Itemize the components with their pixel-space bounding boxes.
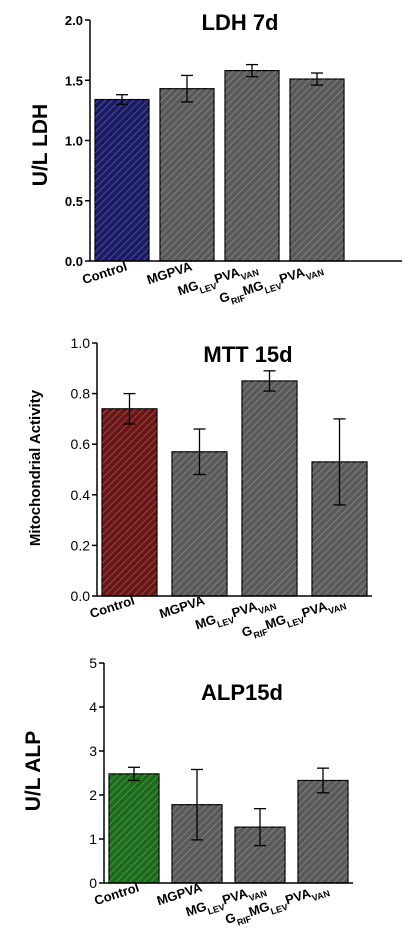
panel-alp-axes <box>103 663 353 884</box>
ldh-y-tick-label: 2.0 <box>65 13 83 28</box>
mtt-category-label-grif-mglev-pvavan: GRIFMGLEVPVAVAN <box>240 593 348 644</box>
mtt-y-tick-label: 0.2 <box>71 537 91 553</box>
mtt-y-tick-label: 0.8 <box>71 386 91 402</box>
panel-alp-title: ALP15d <box>201 680 283 705</box>
alp-y-tick-label: 0 <box>89 875 97 891</box>
mtt-bar-hatch-mglev-pvavan <box>242 380 297 596</box>
ldh-bar-hatch-mglev-pvavan <box>225 70 279 261</box>
alp-y-tick-label: 2 <box>89 787 97 803</box>
panel-alp-error-bars <box>128 766 329 847</box>
panel-ldh-y-ticks: 0.0 0.5 1.0 1.5 2.0 <box>65 13 90 269</box>
panel-mtt-bars <box>101 380 368 597</box>
ldh-bar-hatch-control <box>95 99 149 261</box>
ldh-category-label-control: Control <box>80 259 129 288</box>
panel-ldh-bars <box>94 70 345 262</box>
ldh-y-tick-label: 0.0 <box>65 254 83 269</box>
ldh-y-tick-label: 1.0 <box>65 134 83 149</box>
mtt-bar-hatch-control <box>102 408 157 596</box>
mtt-y-tick-label: 0.6 <box>71 436 91 452</box>
ldh-bar-hatch-mgpva <box>160 88 214 261</box>
panel-ldh: LDH 7d U/L LDH 0.0 0.5 1.0 1.5 2.0 Control MG… <box>29 10 402 307</box>
panel-ldh-axes <box>89 20 402 262</box>
panel-mtt-y-ticks: 0.0 0.2 0.4 0.6 0.8 1.0 <box>71 335 97 604</box>
ldh-y-tick-label: 0.5 <box>65 194 83 209</box>
panel-mtt: MTT 15d Mitochondrial Activity 0.0 0.2 0.4… <box>27 335 372 644</box>
alp-y-tick-label: 1 <box>89 831 97 847</box>
alp-y-tick-label: 3 <box>89 743 97 759</box>
alp-bar-hatch-control <box>109 773 159 883</box>
alp-y-tick-label: 4 <box>89 699 97 715</box>
alp-bar-hatch-grif-mglev-pvavan <box>298 780 348 883</box>
panel-alp-y-ticks: 0 1 2 3 4 5 <box>89 655 104 891</box>
panel-alp: ALP15d U/L ALP 0 1 2 3 4 5 Control MGPVAMGLEVP… <box>22 655 353 928</box>
mtt-y-tick-label: 0.0 <box>71 588 91 604</box>
mtt-bar-hatch-mgpva <box>172 451 227 596</box>
panel-mtt-axes <box>96 343 372 597</box>
alp-category-label-control: Control <box>92 880 141 909</box>
panel-alp-bars <box>108 773 349 884</box>
mtt-y-tick-label: 1.0 <box>71 335 91 351</box>
panel-mtt-title: MTT 15d <box>203 342 292 367</box>
panel-mtt-ylabel: Mitochondrial Activity <box>27 389 44 546</box>
panel-mtt-error-bars <box>123 370 346 506</box>
ldh-bar-hatch-grif-mglev-pvavan <box>290 79 344 261</box>
ldh-y-tick-label: 1.5 <box>65 73 83 88</box>
panel-ldh-title: LDH 7d <box>202 10 279 35</box>
panel-ldh-error-bars <box>116 63 323 105</box>
mtt-y-tick-label: 0.4 <box>71 487 91 503</box>
panel-alp-ylabel: U/L ALP <box>22 731 45 812</box>
panel-ldh-ylabel: U/L LDH <box>29 104 52 186</box>
mtt-category-label-control: Control <box>88 593 137 622</box>
alp-y-tick-label: 5 <box>89 655 97 671</box>
